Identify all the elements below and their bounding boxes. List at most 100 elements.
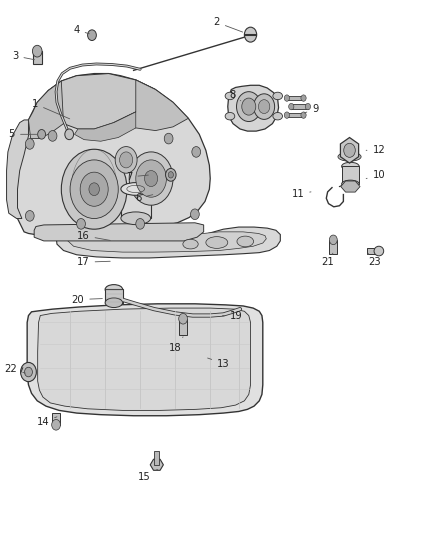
Text: 9: 9	[304, 104, 318, 114]
Text: 4: 4	[74, 25, 89, 35]
Circle shape	[289, 103, 294, 110]
Bar	[287, 96, 304, 100]
Text: 18: 18	[169, 337, 183, 352]
Polygon shape	[56, 227, 280, 258]
Text: 14: 14	[37, 417, 57, 427]
Bar	[342, 166, 359, 184]
Bar	[287, 113, 304, 117]
Text: 8: 8	[229, 90, 241, 101]
Bar	[105, 289, 123, 303]
Circle shape	[254, 94, 275, 119]
Circle shape	[80, 172, 108, 206]
Text: 13: 13	[208, 358, 230, 368]
Circle shape	[242, 98, 256, 115]
Polygon shape	[68, 232, 266, 252]
Circle shape	[52, 419, 60, 430]
Circle shape	[258, 100, 270, 114]
Circle shape	[191, 209, 199, 220]
Circle shape	[192, 147, 201, 157]
Circle shape	[301, 95, 306, 101]
Circle shape	[168, 172, 173, 178]
Circle shape	[329, 235, 337, 245]
Polygon shape	[38, 308, 251, 410]
Circle shape	[145, 171, 158, 187]
Polygon shape	[7, 120, 28, 219]
Ellipse shape	[225, 92, 235, 100]
Polygon shape	[28, 81, 64, 139]
Circle shape	[25, 139, 34, 149]
Polygon shape	[74, 112, 136, 141]
Circle shape	[88, 30, 96, 41]
Bar	[154, 451, 159, 465]
Polygon shape	[228, 85, 279, 131]
Circle shape	[77, 219, 85, 229]
Ellipse shape	[105, 285, 123, 294]
Polygon shape	[27, 304, 263, 416]
Circle shape	[48, 131, 57, 141]
Bar	[291, 104, 308, 109]
Text: 12: 12	[366, 146, 385, 155]
Circle shape	[65, 129, 74, 140]
Polygon shape	[114, 80, 188, 131]
Polygon shape	[34, 223, 204, 241]
Circle shape	[301, 112, 306, 118]
Ellipse shape	[273, 92, 283, 100]
Circle shape	[136, 219, 145, 229]
Text: 17: 17	[77, 257, 110, 267]
Bar	[33, 51, 42, 64]
Circle shape	[129, 152, 173, 205]
Ellipse shape	[273, 112, 283, 120]
Text: 21: 21	[321, 253, 334, 267]
Ellipse shape	[342, 162, 359, 171]
Polygon shape	[340, 138, 359, 163]
Circle shape	[344, 143, 355, 157]
Circle shape	[89, 183, 99, 196]
Polygon shape	[48, 74, 155, 129]
Circle shape	[21, 362, 36, 382]
Circle shape	[38, 130, 46, 139]
Ellipse shape	[374, 246, 384, 256]
Circle shape	[70, 160, 118, 219]
Text: 22: 22	[4, 364, 25, 374]
Ellipse shape	[338, 152, 361, 161]
Text: 1: 1	[32, 99, 70, 119]
Ellipse shape	[206, 237, 228, 248]
Circle shape	[305, 103, 311, 110]
Circle shape	[237, 92, 261, 122]
Ellipse shape	[237, 236, 254, 247]
Ellipse shape	[225, 112, 235, 120]
Text: 19: 19	[223, 311, 243, 320]
Circle shape	[166, 168, 176, 181]
Circle shape	[32, 45, 42, 57]
Text: 6: 6	[135, 193, 153, 203]
Circle shape	[61, 149, 127, 229]
Ellipse shape	[105, 298, 123, 308]
Bar	[367, 248, 380, 254]
Ellipse shape	[342, 180, 359, 188]
Circle shape	[115, 147, 137, 173]
Circle shape	[284, 112, 290, 118]
Circle shape	[244, 27, 257, 42]
Text: 15: 15	[138, 470, 158, 482]
Text: 3: 3	[12, 51, 35, 61]
Bar	[179, 319, 187, 335]
Text: 2: 2	[214, 18, 243, 32]
Text: 20: 20	[72, 295, 102, 304]
Text: 11: 11	[291, 189, 311, 199]
Text: 7: 7	[126, 172, 148, 182]
Circle shape	[136, 160, 166, 197]
Bar	[121, 189, 151, 219]
Ellipse shape	[183, 239, 198, 249]
Text: 16: 16	[77, 231, 110, 240]
Circle shape	[164, 133, 173, 144]
Text: 5: 5	[9, 130, 37, 139]
Text: 23: 23	[368, 253, 381, 267]
Bar	[329, 240, 337, 254]
Circle shape	[120, 152, 133, 168]
Circle shape	[25, 211, 34, 221]
Polygon shape	[341, 181, 360, 192]
Ellipse shape	[121, 183, 151, 195]
Circle shape	[284, 95, 290, 101]
Polygon shape	[150, 459, 163, 470]
Text: 10: 10	[366, 170, 385, 180]
